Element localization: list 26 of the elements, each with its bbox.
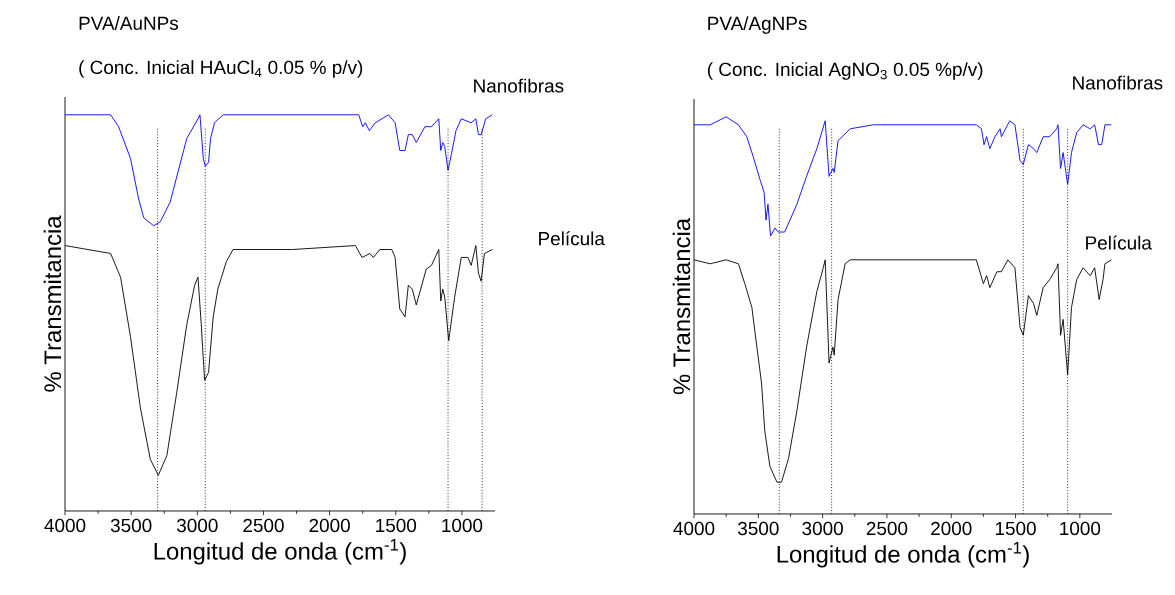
x-tick-label: 4000 [44, 518, 86, 533]
text: Película [539, 231, 605, 246]
y-axis-title: % Transmitancia [672, 217, 691, 395]
x-tick-label: 1000 [1060, 521, 1101, 536]
x-tick-label: 2500 [866, 521, 908, 536]
series-label: Nanofibras [474, 78, 564, 93]
x-tick-label: 2000 [309, 518, 350, 533]
chart-title: PVA/AgNPs [708, 16, 807, 34]
x-axis-title: Longitud de onda (cm$^{-1}$) [777, 542, 1029, 568]
chart-title: PVA/AuNPs [79, 16, 179, 30]
chart-subtitle: ( Conc. Inicial AgNO$_{3}$ 0.05 %p/v) [707, 62, 983, 80]
x-tick-label: 1500 [995, 521, 1036, 536]
x-axis-title: Longitud de onda (cm$^{-1}$) [154, 539, 406, 565]
x-tick-label: 1500 [376, 518, 417, 533]
chart-subtitle: ( Conc. Inicial HAuCl$_{4}$ 0.05 % p/v) [79, 60, 363, 78]
x-tick-label: 2500 [243, 518, 284, 533]
x-tick-label: 3000 [802, 521, 843, 536]
x-tick-label: 1000 [442, 518, 483, 533]
x-tick-label: 3000 [176, 518, 218, 533]
x-tick-label: 2000 [931, 521, 972, 536]
y-axis-title: % Transmitancia [43, 215, 62, 392]
series-label: Nanofibras [1073, 75, 1163, 90]
x-tick-label: 4000 [673, 521, 715, 536]
x-tick-label: 3500 [737, 521, 779, 536]
x-tick-label: 3500 [110, 518, 152, 533]
series-label: Película [1086, 235, 1152, 250]
